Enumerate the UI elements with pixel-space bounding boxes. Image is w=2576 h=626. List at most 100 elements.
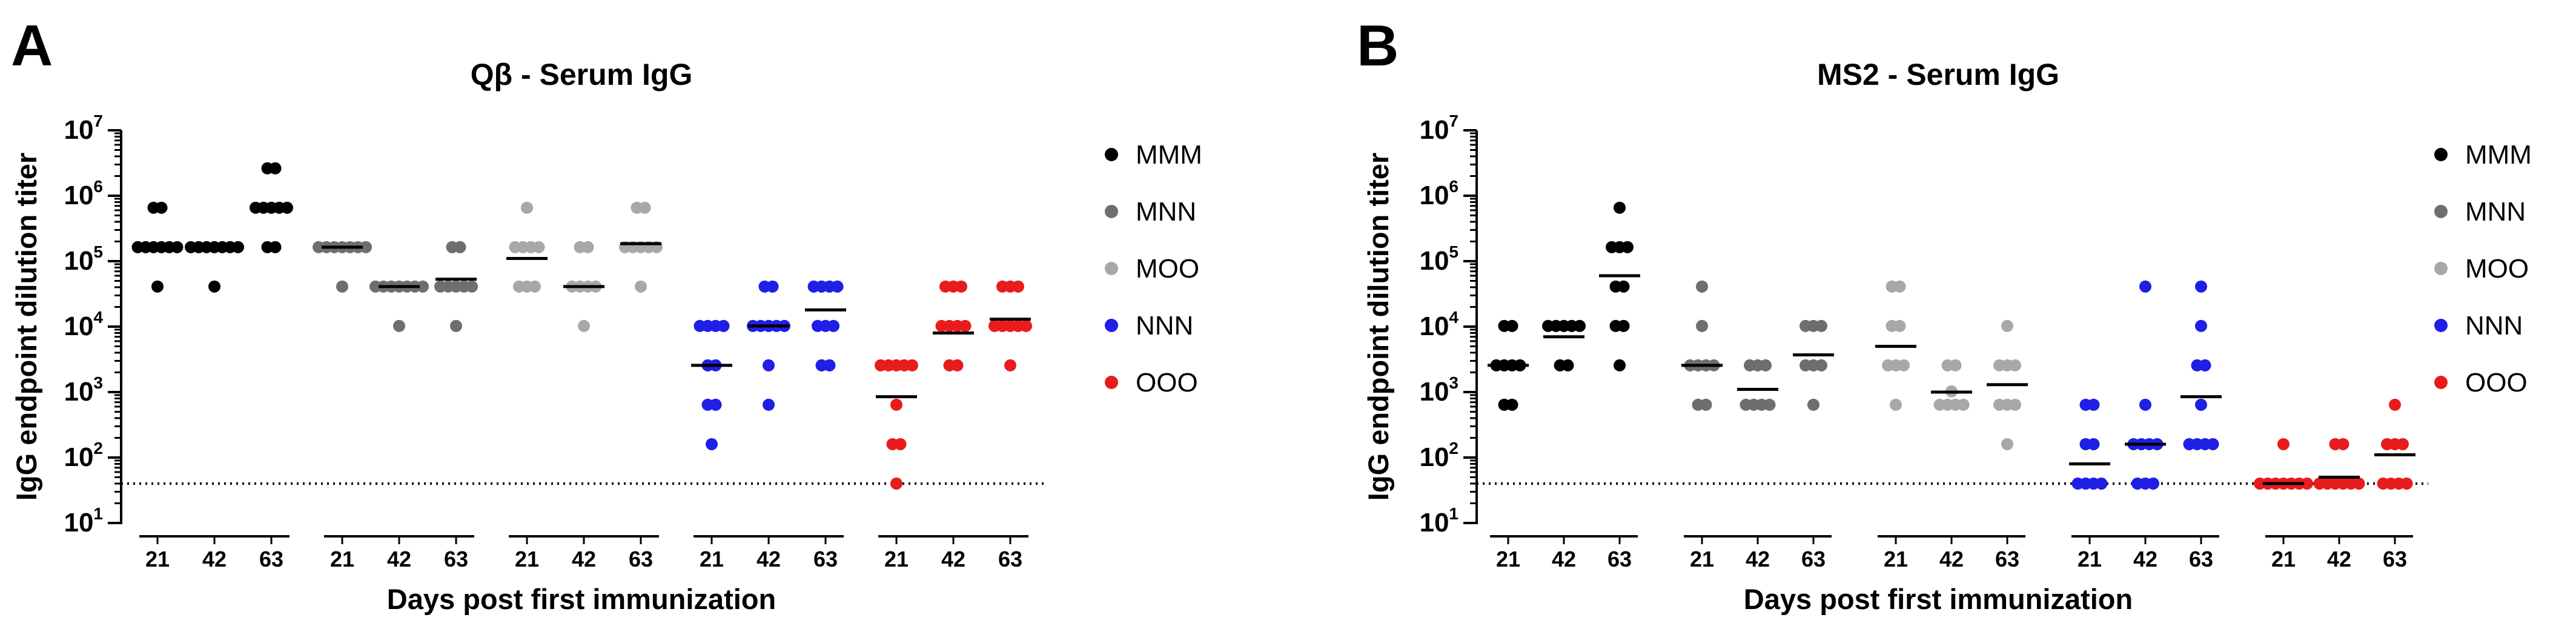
data-point-ooo [951, 359, 964, 371]
data-point-ooo [1020, 319, 1032, 332]
y-tick-base: 10 [1419, 442, 1449, 472]
y-tick-base: 10 [1419, 246, 1449, 276]
legend-label-moo: MOO [1136, 254, 1199, 284]
y-tick-label: 104 [64, 308, 103, 341]
y-tick-exponent: 2 [1449, 439, 1459, 458]
y-tick-label: 103 [1419, 373, 1459, 407]
y-tick-base: 10 [64, 181, 93, 210]
legend-label-ooo: OOO [1136, 368, 1198, 398]
data-point-ooo [1004, 359, 1016, 371]
data-point-moo [635, 280, 647, 293]
legend-label-mnn: MNN [1136, 197, 1196, 227]
x-tick-label: 42 [757, 547, 781, 571]
y-tick-label: 104 [1419, 308, 1459, 341]
y-tick-exponent: 4 [93, 308, 103, 327]
data-point-moo [529, 280, 541, 293]
x-tick-label: 21 [700, 547, 724, 571]
data-point-mnn [393, 319, 405, 332]
data-point-mmm [232, 241, 244, 253]
x-tick-label: 21 [1496, 547, 1520, 571]
panel-letter: B [1357, 13, 1399, 78]
data-point-nnn [2139, 280, 2151, 293]
data-point-moo [1893, 280, 1906, 293]
y-tick-exponent: 3 [93, 373, 103, 392]
y-tick-base: 10 [64, 115, 93, 145]
data-point-nnn [2207, 438, 2219, 450]
data-point-mnn [454, 241, 466, 253]
y-tick-label: 102 [1419, 439, 1459, 472]
x-tick-label: 42 [941, 547, 965, 571]
panel-b: B MS2 - Serum IgG IgG endpoint dilution … [1357, 13, 2532, 615]
data-point-moo [532, 241, 545, 253]
y-axis-label: IgG endpoint dilution titer [10, 153, 42, 501]
data-point-ooo [2337, 438, 2349, 450]
data-point-mmm [269, 241, 282, 253]
y-tick-exponent: 7 [1449, 112, 1459, 130]
x-tick-label: 21 [1884, 547, 1908, 571]
legend-marker-mnn [2434, 205, 2448, 218]
data-point-nnn [2087, 438, 2100, 450]
data-point-nnn [709, 398, 722, 411]
data-point-nnn [717, 319, 730, 332]
data-point-ooo [2353, 477, 2365, 490]
y-tick-exponent: 5 [93, 242, 103, 261]
data-point-moo [638, 201, 651, 214]
y-tick-base: 10 [64, 508, 93, 538]
y-axis-label: IgG endpoint dilution titer [1362, 153, 1394, 501]
y-tick-base: 10 [1419, 508, 1449, 538]
legend-label-nnn: NNN [2465, 311, 2523, 341]
y-tick-base: 10 [64, 442, 93, 472]
data-point-mmm [269, 162, 282, 175]
x-tick-label: 42 [202, 547, 227, 571]
x-tick-label: 42 [2133, 547, 2157, 571]
x-tick-label: 21 [145, 547, 170, 571]
legend-label-nnn: NNN [1136, 311, 1193, 341]
data-point-mnn [360, 241, 372, 253]
y-tick-label: 102 [64, 439, 103, 472]
y-tick-base: 10 [1419, 181, 1449, 210]
data-point-moo [1893, 319, 1906, 332]
data-point-mmm [208, 280, 220, 293]
data-point-moo [2001, 319, 2013, 332]
data-point-ooo [1012, 280, 1024, 293]
y-tick-exponent: 4 [1449, 308, 1459, 327]
x-tick-label: 63 [629, 547, 653, 571]
legend-label-ooo: OOO [2465, 368, 2528, 398]
data-point-nnn [2195, 398, 2207, 411]
y-tick-exponent: 6 [93, 177, 103, 196]
data-point-mnn [1815, 319, 1827, 332]
x-tick-label: 63 [813, 547, 838, 571]
y-tick-exponent: 1 [93, 504, 103, 523]
y-tick-label: 101 [1419, 504, 1459, 538]
data-point-ooo [2400, 477, 2413, 490]
data-point-mnn [450, 319, 462, 332]
y-tick-label: 103 [64, 373, 103, 407]
y-tick-exponent: 5 [1449, 242, 1459, 261]
y-tick-label: 106 [64, 177, 103, 210]
x-tick-label: 63 [1995, 547, 2019, 571]
data-point-nnn [2195, 319, 2207, 332]
legend-marker-nnn [2434, 319, 2448, 332]
data-point-nnn [2147, 477, 2159, 490]
x-tick-label: 63 [1608, 547, 1632, 571]
data-point-mnn [1700, 398, 1712, 411]
data-point-ooo [906, 359, 918, 371]
x-tick-label: 63 [2189, 547, 2213, 571]
x-tick-label: 21 [1690, 547, 1714, 571]
data-point-mmm [1506, 398, 1518, 411]
data-point-mnn [1760, 359, 1772, 371]
data-point-moo [521, 201, 533, 214]
data-point-moo [2009, 398, 2021, 411]
y-tick-base: 10 [1419, 115, 1449, 145]
data-point-ooo [2397, 438, 2409, 450]
y-tick-label: 105 [1419, 242, 1459, 276]
y-tick-label: 106 [1419, 177, 1459, 210]
data-point-mmm [1621, 241, 1634, 253]
data-point-mnn [1807, 398, 1819, 411]
data-point-nnn [2095, 477, 2108, 490]
data-point-mnn [417, 280, 429, 293]
data-point-nnn [766, 280, 779, 293]
data-point-nnn [2087, 398, 2100, 411]
panel-letter: A [11, 13, 53, 78]
data-point-ooo [2389, 398, 2401, 411]
